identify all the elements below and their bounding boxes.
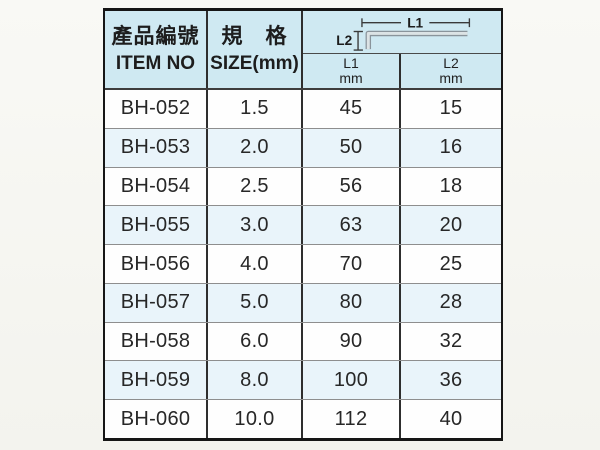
- header-item-no-en: ITEM NO: [115, 52, 196, 74]
- cell-item-no: BH-057: [105, 283, 208, 322]
- cell-l2: 15: [439, 97, 463, 120]
- cell-size: 8.0: [208, 361, 303, 400]
- header-sub-l1-top: L1: [343, 55, 359, 72]
- cell-l2: 16: [439, 136, 463, 159]
- cell-l1: 80: [303, 283, 401, 322]
- hex-key-diagram-cell: L1 L2: [303, 11, 501, 54]
- cell-l1: 70: [303, 245, 401, 283]
- cell-item-no: BH-053: [105, 128, 208, 167]
- table-row: BH-055 3.0 63 20: [105, 206, 501, 246]
- cell-item-no: BH-059: [105, 361, 208, 400]
- table-row: BH-054 2.5 56 18: [105, 167, 501, 207]
- cell-l2: 40: [439, 407, 463, 430]
- header-sub-l1: L1 mm: [303, 54, 401, 88]
- cell-l1: 63: [303, 206, 401, 245]
- cell-item-no: BH-055: [105, 206, 208, 245]
- table-row: BH-058 6.0 90 32: [105, 322, 501, 362]
- cell-l2: 18: [439, 174, 463, 197]
- header-item-no-zh: 產品編號: [111, 25, 200, 49]
- table-row: BH-060 10.0 112 40: [105, 400, 501, 439]
- cell-l1: 45: [303, 90, 401, 128]
- hex-key-spec-table: 產品編號 ITEM NO 規 格 SIZE(mm) L1: [103, 8, 503, 441]
- cell-size: 4.0: [208, 245, 303, 283]
- header-size-zh: 規 格: [221, 25, 288, 49]
- cell-item-no: BH-052: [105, 90, 208, 128]
- l1-dim-label: L1: [407, 16, 423, 31]
- cell-l2: 32: [439, 330, 463, 353]
- header-sub-l2: L2 mm: [401, 54, 501, 88]
- hex-key-shape: [365, 30, 468, 50]
- table-row: BH-056 4.0 70 25: [105, 245, 501, 284]
- cell-l1: 90: [303, 322, 401, 361]
- cell-l1: 50: [303, 128, 401, 167]
- cell-l2: 36: [439, 368, 463, 391]
- cell-size: 2.0: [208, 128, 303, 167]
- cell-size: 2.5: [208, 167, 303, 206]
- cell-item-no: BH-054: [105, 167, 208, 206]
- header-sub-l1-unit: mm: [339, 70, 363, 86]
- cell-item-no: BH-058: [105, 322, 208, 361]
- header-item-no: 產品編號 ITEM NO: [105, 11, 208, 88]
- cell-l1: 100: [303, 361, 401, 400]
- table-row: BH-053 2.0 50 16: [105, 128, 501, 168]
- cell-l1: 56: [303, 167, 401, 206]
- table-row: BH-052 1.5 45 15: [105, 90, 501, 129]
- cell-size: 6.0: [208, 322, 303, 361]
- l2-dim-label: L2: [336, 33, 352, 48]
- cell-size: 3.0: [208, 206, 303, 245]
- header-sub-l2-unit: mm: [439, 70, 463, 86]
- header-sub-l2-top: L2: [443, 55, 459, 72]
- hex-key-diagram-icon: L1 L2: [336, 16, 471, 51]
- table-row: BH-057 5.0 80 28: [105, 283, 501, 323]
- cell-size: 5.0: [208, 283, 303, 322]
- table-row: BH-059 8.0 100 36: [105, 361, 501, 401]
- cell-item-no: BH-060: [105, 400, 208, 439]
- header-size: 規 格 SIZE(mm): [208, 11, 303, 88]
- cell-l2: 28: [439, 291, 463, 314]
- cell-size: 1.5: [208, 90, 303, 128]
- cell-l2: 25: [439, 252, 463, 275]
- table-header: 產品編號 ITEM NO 規 格 SIZE(mm) L1: [105, 11, 501, 90]
- cell-l2: 20: [439, 213, 463, 236]
- cell-l1: 112: [303, 400, 401, 439]
- header-size-en: SIZE(mm): [210, 52, 299, 74]
- cell-item-no: BH-056: [105, 245, 208, 283]
- table-body: BH-052 1.5 45 15 BH-053 2.0 50 16 BH-054…: [105, 90, 501, 439]
- cell-size: 10.0: [208, 400, 303, 439]
